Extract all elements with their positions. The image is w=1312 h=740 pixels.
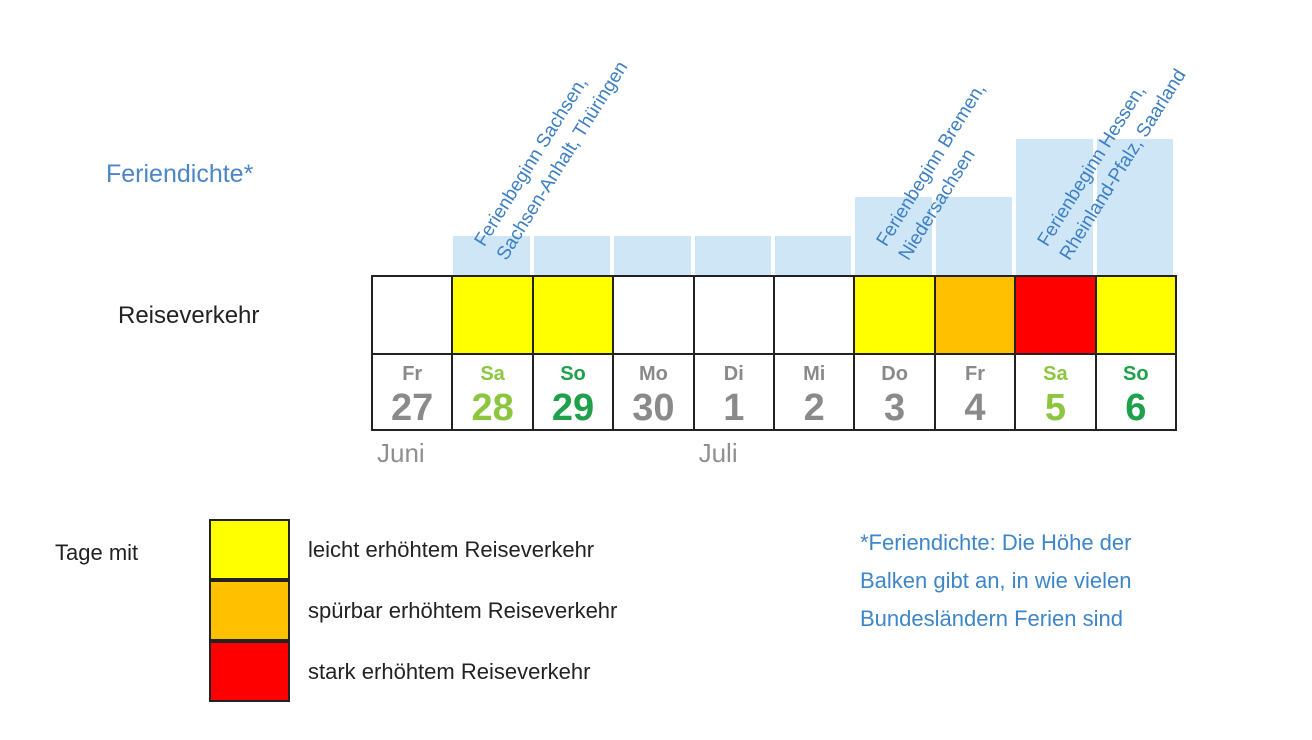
weekday-label: Do bbox=[881, 363, 908, 385]
day-number: 4 bbox=[964, 387, 986, 429]
legend-label: leicht erhöhtem Reiseverkehr bbox=[308, 537, 595, 562]
weekday-label: Sa bbox=[480, 363, 505, 385]
legend-label: spürbar erhöhtem Reiseverkehr bbox=[308, 598, 618, 623]
annotation-line: Ferienbeginn Sachsen, bbox=[471, 73, 593, 251]
traffic-cell bbox=[1014, 275, 1097, 355]
day-number: 6 bbox=[1125, 387, 1147, 429]
traffic-cell bbox=[612, 275, 695, 355]
density-bar bbox=[935, 197, 1013, 275]
date-cell: Do 3 bbox=[853, 353, 936, 431]
date-cell: Fr 27 bbox=[371, 353, 454, 431]
density-bar bbox=[694, 236, 771, 275]
date-cell: Mo 30 bbox=[612, 353, 695, 431]
footnote-line: Bundesländern Ferien sind bbox=[860, 606, 1123, 631]
footnote: *Feriendichte: Die Höhe der Balken gibt … bbox=[860, 524, 1260, 638]
traffic-cell bbox=[531, 275, 615, 355]
density-bar bbox=[533, 236, 611, 275]
day-number: 5 bbox=[1044, 387, 1066, 429]
legend-swatch bbox=[209, 519, 290, 580]
density-row-label: Feriendichte* bbox=[106, 160, 254, 188]
traffic-row-label: Reiseverkehr bbox=[118, 302, 260, 329]
date-cell: So 6 bbox=[1094, 353, 1177, 431]
date-cell: Mi 2 bbox=[773, 353, 856, 431]
date-cell: Sa 28 bbox=[451, 353, 534, 431]
day-number: 3 bbox=[884, 387, 906, 429]
weekday-label: Mi bbox=[803, 363, 826, 385]
day-number: 30 bbox=[632, 387, 675, 429]
density-bar bbox=[614, 236, 691, 275]
day-number: 1 bbox=[723, 387, 745, 429]
density-bar bbox=[855, 197, 932, 275]
traffic-cell bbox=[773, 275, 856, 355]
date-cell: Di 1 bbox=[692, 353, 775, 431]
weekday-label: Mo bbox=[638, 363, 668, 385]
date-cell: Fr 4 bbox=[933, 353, 1017, 431]
traffic-cell bbox=[371, 275, 454, 355]
weekday-label: Di bbox=[723, 363, 744, 385]
weekday-label: So bbox=[1123, 363, 1149, 385]
traffic-cell bbox=[1094, 275, 1177, 355]
date-cell: Sa 5 bbox=[1014, 353, 1097, 431]
footnote-line: *Feriendichte: Die Höhe der bbox=[860, 530, 1132, 555]
weekday-label: Fr bbox=[402, 363, 423, 385]
traffic-cell bbox=[853, 275, 936, 355]
legend-title: Tage mit bbox=[55, 540, 139, 565]
date-cell: So 29 bbox=[531, 353, 615, 431]
footnote-line: Balken gibt an, in wie vielen bbox=[860, 568, 1132, 593]
traffic-cell bbox=[692, 275, 775, 355]
traffic-cell bbox=[451, 275, 534, 355]
day-number: 27 bbox=[391, 387, 434, 429]
month-label: Juni bbox=[377, 438, 425, 468]
holiday-start-annotation: Ferienbeginn Sachsen, Sachsen-Anhalt, Thü… bbox=[469, 43, 635, 266]
weekday-label: So bbox=[560, 363, 586, 385]
density-bar bbox=[1016, 138, 1093, 275]
legend-label: stark erhöhtem Reiseverkehr bbox=[308, 659, 591, 684]
density-bar bbox=[775, 236, 852, 275]
day-number: 28 bbox=[471, 387, 514, 429]
density-bar bbox=[453, 236, 530, 275]
day-number: 29 bbox=[551, 387, 595, 429]
legend-swatch bbox=[209, 580, 290, 641]
day-number: 2 bbox=[803, 387, 825, 429]
legend-swatch bbox=[209, 641, 290, 702]
month-label: Juli bbox=[698, 438, 738, 468]
traffic-cell bbox=[933, 275, 1017, 355]
weekday-label: Fr bbox=[964, 363, 985, 385]
weekday-label: Sa bbox=[1043, 363, 1068, 385]
density-bar bbox=[1096, 138, 1173, 275]
